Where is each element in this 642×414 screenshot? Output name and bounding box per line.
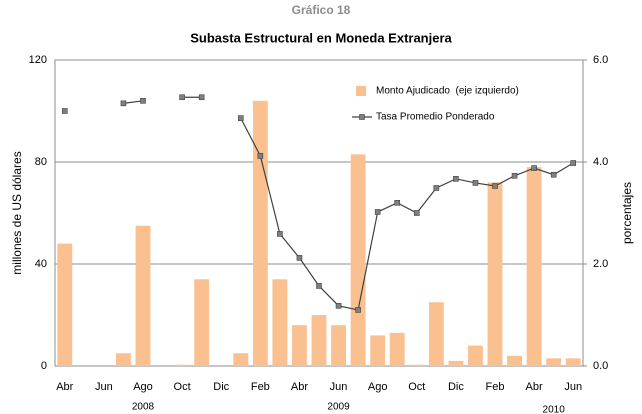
year-label: 2008 xyxy=(132,402,155,413)
line xyxy=(123,100,144,104)
x-tick-label: Oct xyxy=(174,381,191,393)
x-tick-label: Jun xyxy=(564,381,582,393)
line-marker xyxy=(296,255,303,261)
line-marker xyxy=(374,209,381,215)
line-marker xyxy=(511,172,518,179)
bar xyxy=(370,335,386,366)
y-tick-label: 120 xyxy=(29,54,47,66)
bar xyxy=(311,315,327,366)
bar xyxy=(292,325,307,366)
line-marker xyxy=(531,165,537,171)
x-tick-label: Oct xyxy=(408,381,425,393)
y2-tick-label: 4.0 xyxy=(593,156,608,168)
legend-marker xyxy=(359,114,365,120)
bar xyxy=(507,355,522,366)
line xyxy=(240,117,574,311)
bar xyxy=(468,345,483,366)
line-marker xyxy=(277,231,283,237)
x-tick-label: Feb xyxy=(251,381,270,393)
x-tick-label: Dic xyxy=(448,381,464,393)
y2-tick-label: 0.0 xyxy=(593,360,608,372)
line-marker xyxy=(61,108,68,114)
y2-tick-label: 2.0 xyxy=(593,258,608,270)
legend-label: Tasa Promedio Ponderado xyxy=(376,112,495,123)
line-marker xyxy=(316,283,322,289)
x-tick-label: Jun xyxy=(330,381,348,393)
line-marker xyxy=(335,303,342,309)
line-marker xyxy=(413,210,420,216)
bar xyxy=(233,353,249,366)
y2-axis-label: porcentajes xyxy=(620,182,634,244)
legend-label: Monto Ajudicado (eje izquierdo) xyxy=(376,86,519,97)
bar xyxy=(526,167,542,366)
line-marker xyxy=(394,200,401,206)
y-axis-label: millones de US dólares xyxy=(10,151,24,274)
line-marker xyxy=(237,115,244,121)
x-tick-label: Dic xyxy=(213,381,229,393)
line-marker xyxy=(198,94,205,101)
line-marker xyxy=(257,153,264,159)
bar xyxy=(194,279,210,366)
line-marker xyxy=(120,100,127,107)
bar xyxy=(135,225,151,366)
bar xyxy=(448,360,464,366)
bar xyxy=(57,243,73,366)
line-marker xyxy=(140,98,146,104)
line-marker xyxy=(550,171,557,178)
y-tick-label: 0 xyxy=(41,360,47,372)
bar xyxy=(389,332,405,366)
bar xyxy=(350,154,366,366)
line-marker xyxy=(355,307,361,313)
x-tick-label: Jun xyxy=(95,381,113,393)
x-tick-label: Abr xyxy=(56,381,73,393)
y-tick-label: 80 xyxy=(35,156,47,168)
bar xyxy=(272,279,288,366)
line-marker xyxy=(472,180,479,186)
bar xyxy=(487,182,503,366)
chart-subtitle: Subasta Estructural en Moneda Extranjera xyxy=(190,30,452,45)
bar xyxy=(174,364,190,366)
line-marker xyxy=(570,160,577,166)
bar xyxy=(116,353,131,366)
bar xyxy=(428,302,444,366)
x-tick-label: Ago xyxy=(133,381,153,393)
line-marker xyxy=(433,185,440,191)
bar xyxy=(252,100,268,367)
chart-title: Gráfico 18 xyxy=(292,3,351,17)
bar xyxy=(546,358,562,366)
legend-swatch xyxy=(356,86,366,96)
x-tick-label: Feb xyxy=(486,381,505,393)
line-marker xyxy=(179,94,185,101)
y-tick-label: 40 xyxy=(35,258,47,270)
bar xyxy=(409,364,425,366)
year-label: 2010 xyxy=(543,405,566,414)
x-tick-label: Abr xyxy=(526,381,543,393)
bar xyxy=(565,358,581,366)
bar xyxy=(331,325,346,366)
x-tick-label: Abr xyxy=(291,381,308,393)
year-label: 2009 xyxy=(327,402,350,413)
line-marker xyxy=(453,176,459,182)
line-marker xyxy=(492,183,498,189)
y2-tick-label: 6.0 xyxy=(593,54,608,66)
x-tick-label: Ago xyxy=(368,381,388,393)
